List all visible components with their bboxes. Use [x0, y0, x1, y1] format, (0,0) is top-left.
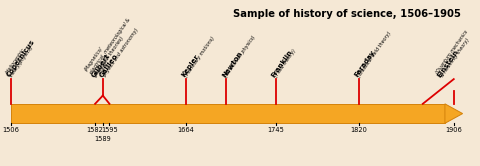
Text: Galileo: Galileo	[99, 52, 120, 78]
Bar	[11, 104, 445, 123]
Text: 1582: 1582	[87, 127, 104, 133]
Text: (Magnetics/
electrical, meteorological &
geological theories): (Magnetics/ electrical, meteorological &…	[84, 14, 136, 78]
Text: (Heliocentric
theory/physics): (Heliocentric theory/physics)	[4, 42, 35, 78]
Text: 1595: 1595	[101, 127, 118, 133]
Text: Faraday: Faraday	[354, 49, 376, 78]
Text: (Basic
physics and astronomy): (Basic physics and astronomy)	[97, 24, 140, 78]
Text: 1745: 1745	[267, 127, 284, 133]
Polygon shape	[445, 104, 463, 123]
Text: (Classical field theory): (Classical field theory)	[357, 31, 392, 78]
Text: Einstein: Einstein	[437, 48, 460, 78]
Text: (Planetary motions): (Planetary motions)	[184, 36, 216, 78]
Text: Gilbert: Gilbert	[90, 52, 111, 78]
Text: 1820: 1820	[350, 127, 367, 133]
Text: Kepler: Kepler	[181, 54, 201, 78]
Text: (Quantum mechanics
& relativity theory): (Quantum mechanics & relativity theory)	[435, 29, 474, 78]
Text: 1664: 1664	[178, 127, 194, 133]
Text: 1589: 1589	[95, 136, 111, 142]
Text: Copernicus: Copernicus	[6, 39, 36, 78]
Text: Franklin: Franklin	[271, 49, 294, 78]
Text: (Fluid theory): (Fluid theory)	[274, 48, 297, 78]
Text: 1506: 1506	[2, 127, 19, 133]
Text: 1906: 1906	[445, 127, 462, 133]
Text: Sample of history of science, 1506–1905: Sample of history of science, 1506–1905	[233, 9, 461, 19]
Text: Newton: Newton	[221, 50, 243, 78]
Text: (Newtonian physics): (Newtonian physics)	[224, 35, 256, 78]
